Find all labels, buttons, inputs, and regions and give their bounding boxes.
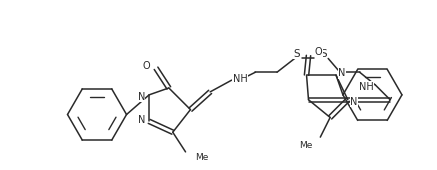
Text: S: S	[320, 48, 326, 58]
Text: O: O	[142, 61, 150, 71]
Text: N: N	[138, 92, 145, 102]
Text: O: O	[315, 47, 322, 57]
Text: Me: Me	[195, 153, 209, 162]
Text: NH: NH	[359, 82, 374, 92]
Text: N: N	[350, 97, 357, 107]
Text: Me: Me	[299, 140, 312, 149]
Text: N: N	[138, 115, 145, 125]
Text: N: N	[338, 68, 346, 78]
Text: S: S	[293, 48, 300, 58]
Text: NH: NH	[233, 74, 247, 84]
